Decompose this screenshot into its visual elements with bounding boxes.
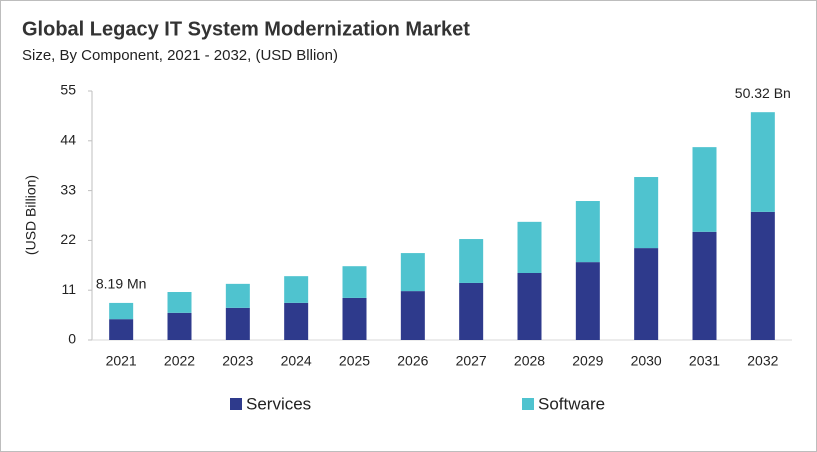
x-tick-label: 2029 [572, 353, 603, 369]
x-tick-label: 2021 [106, 353, 137, 369]
bar-segment [284, 276, 309, 303]
legend-label: Software [538, 394, 605, 413]
chart-subtitle: Size, By Component, 2021 - 2032, (USD Bl… [22, 47, 338, 64]
bar-segment [225, 283, 250, 308]
bar-segment [634, 177, 659, 249]
bar-segment [575, 201, 600, 263]
y-axis-title: (USD Billion) [23, 175, 39, 255]
y-tick-label: 44 [60, 132, 76, 148]
bar-segment [517, 272, 542, 340]
total-label: 8.19 Mn [96, 276, 147, 292]
chart-title: Global Legacy IT System Modernization Ma… [22, 18, 470, 40]
x-tick-label: 2022 [164, 353, 195, 369]
bar-segment [517, 221, 542, 273]
y-tick-label: 0 [68, 331, 76, 347]
total-label: 50.32 Bn [735, 85, 791, 101]
bar-segment [750, 112, 775, 212]
y-tick-label: 55 [60, 82, 76, 98]
bar-segment [400, 291, 425, 340]
x-tick-label: 2032 [747, 353, 778, 369]
bar-segment [634, 248, 659, 340]
x-tick-label: 2025 [339, 353, 370, 369]
bar-segment [284, 302, 309, 340]
bar-segment [167, 312, 192, 340]
bar-segment [459, 282, 484, 340]
bar-segment [750, 211, 775, 340]
bar-segment [692, 231, 717, 340]
bar-segment [400, 253, 425, 292]
x-tick-label: 2031 [689, 353, 720, 369]
x-tick-label: 2028 [514, 353, 545, 369]
bar-segment [459, 239, 484, 283]
legend-swatch [230, 398, 242, 410]
y-tick-label: 11 [61, 281, 76, 297]
bar-segment [109, 302, 134, 320]
bar-segment [342, 266, 367, 298]
x-tick-label: 2023 [222, 353, 253, 369]
x-tick-label: 2027 [456, 353, 487, 369]
legend-swatch [522, 398, 534, 410]
x-tick-label: 2026 [397, 353, 428, 369]
bar-segment [109, 319, 134, 340]
bar-segment [225, 307, 250, 340]
bar-segment [575, 262, 600, 340]
legend-label: Services [246, 394, 311, 413]
bar-segment [692, 147, 717, 232]
x-tick-label: 2024 [281, 353, 312, 369]
y-tick-label: 22 [60, 231, 76, 247]
bar-segment [342, 297, 367, 340]
y-tick-label: 33 [60, 181, 76, 197]
x-tick-label: 2030 [631, 353, 662, 369]
bar-segment [167, 292, 192, 313]
